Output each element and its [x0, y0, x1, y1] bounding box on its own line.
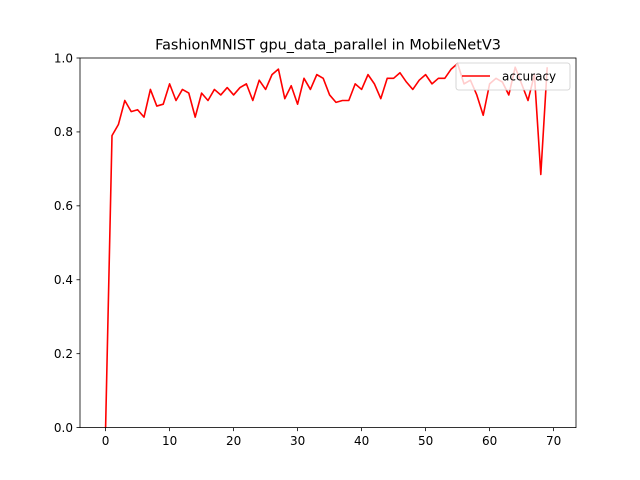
x-tick-label: 0: [102, 434, 110, 448]
x-tick-label: 40: [354, 434, 369, 448]
legend-label-accuracy: accuracy: [502, 70, 556, 84]
x-axis: 0 10 20 30 40 50 60 70: [102, 427, 561, 448]
x-tick-label: 30: [290, 434, 305, 448]
x-tick-label: 60: [482, 434, 497, 448]
chart-title: FashionMNIST gpu_data_parallel in Mobile…: [155, 38, 501, 54]
x-tick-label: 70: [546, 434, 561, 448]
legend: accuracy: [455, 62, 571, 91]
y-axis: 0.0 0.2 0.4 0.6 0.8 1.0: [54, 51, 80, 435]
y-tick-label: 0.6: [54, 199, 73, 213]
y-tick-label: 1.0: [54, 51, 73, 65]
legend-box: [455, 62, 571, 91]
x-tick-label: 10: [162, 434, 177, 448]
x-tick-label: 20: [226, 434, 241, 448]
y-tick-label: 0.4: [54, 273, 73, 287]
axes-frame: [79, 57, 577, 429]
x-tick-label: 50: [418, 434, 433, 448]
y-tick-label: 0.0: [54, 421, 73, 435]
y-tick-label: 0.2: [54, 347, 73, 361]
y-tick-label: 0.8: [54, 125, 73, 139]
